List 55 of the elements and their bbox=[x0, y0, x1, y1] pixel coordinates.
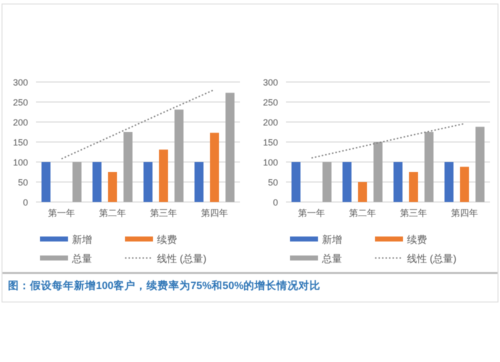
y-tick-label: 250 bbox=[262, 98, 278, 108]
y-tick-label: 50 bbox=[268, 178, 278, 188]
x-tick-label: 第二年 bbox=[349, 208, 376, 218]
bar bbox=[124, 132, 132, 202]
bar bbox=[342, 162, 352, 202]
bar bbox=[72, 162, 82, 202]
x-tick-label: 第三年 bbox=[150, 208, 177, 218]
y-tick-label: 200 bbox=[12, 118, 28, 128]
bar bbox=[226, 92, 234, 202]
x-tick-label: 第三年 bbox=[400, 208, 427, 218]
line-series bbox=[310, 122, 466, 159]
line-series bbox=[60, 88, 216, 160]
y-tick-label: 50 bbox=[18, 178, 28, 188]
text: 图：假设每年新增100客户，续费率为75%和50%的增长情况对比 bbox=[8, 279, 321, 292]
bar bbox=[194, 162, 204, 202]
legend-label: 线性 (总量) bbox=[157, 253, 206, 265]
bar bbox=[108, 172, 117, 202]
legend-label: 续费 bbox=[157, 234, 177, 246]
y-tick-label: 300 bbox=[12, 78, 28, 88]
bar bbox=[292, 162, 300, 202]
legend-label: 总量 bbox=[321, 253, 342, 265]
x-tick-label: 第二年 bbox=[99, 208, 126, 218]
bar bbox=[394, 162, 402, 202]
y-tick-label: 300 bbox=[262, 78, 278, 88]
bar bbox=[322, 162, 332, 202]
bar bbox=[159, 150, 168, 202]
y-tick-label: 0 bbox=[22, 198, 28, 208]
legend-label: 新增 bbox=[322, 234, 342, 246]
y-tick-label: 100 bbox=[12, 158, 28, 168]
bar bbox=[92, 162, 102, 202]
y-tick-label: 0 bbox=[272, 198, 278, 208]
bar bbox=[460, 166, 469, 202]
x-tick-label: 第一年 bbox=[48, 208, 75, 218]
legend-label: 线性 (总量) bbox=[407, 253, 456, 265]
bar bbox=[42, 162, 50, 202]
y-tick-label: 200 bbox=[262, 118, 278, 128]
y-tick-label: 150 bbox=[262, 138, 278, 148]
bar bbox=[174, 110, 184, 202]
bar bbox=[444, 162, 454, 202]
y-tick-label: 250 bbox=[12, 98, 28, 108]
bar bbox=[424, 132, 434, 202]
bar bbox=[374, 142, 382, 202]
legend-label: 新增 bbox=[72, 234, 92, 246]
bar bbox=[409, 172, 418, 202]
bar bbox=[210, 132, 219, 202]
y-tick-label: 100 bbox=[262, 158, 278, 168]
bar bbox=[476, 126, 484, 202]
x-tick-label: 第四年 bbox=[201, 208, 228, 218]
x-tick-label: 第四年 bbox=[451, 208, 478, 218]
legend-label: 总量 bbox=[71, 253, 92, 265]
bar bbox=[144, 162, 152, 202]
legend-label: 续费 bbox=[407, 234, 427, 246]
x-tick-label: 第一年 bbox=[298, 208, 325, 218]
y-tick-label: 150 bbox=[12, 138, 28, 148]
bar bbox=[358, 182, 367, 202]
